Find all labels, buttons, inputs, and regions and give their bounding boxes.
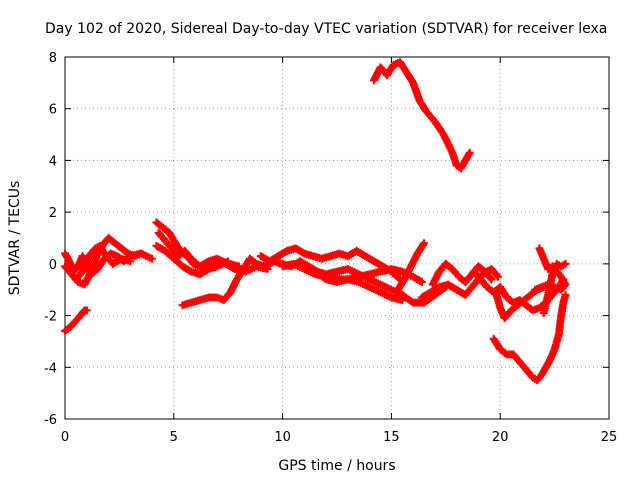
y-tick-label: 0	[49, 258, 57, 273]
series-markers	[428, 259, 496, 289]
y-tick-label: 4	[49, 154, 57, 169]
series-markers	[539, 259, 570, 318]
series-arc7	[152, 241, 233, 279]
series-arc15	[428, 259, 496, 289]
series-markers	[71, 241, 135, 284]
x-tick-label: 15	[383, 430, 400, 445]
x-tick-label: 25	[601, 430, 618, 445]
series-markers	[300, 264, 407, 305]
chart-title: Day 102 of 2020, Sidereal Day-to-day VTE…	[45, 21, 607, 37]
y-tick-label: -6	[44, 413, 57, 428]
series-markers	[60, 306, 91, 336]
series-arc12	[393, 239, 429, 294]
y-tick-label: -4	[44, 361, 57, 376]
series-arc20	[539, 259, 570, 318]
y-tick-label: 8	[49, 51, 57, 66]
x-tick-label: 20	[492, 430, 509, 445]
x-tick-label: 5	[170, 430, 178, 445]
series-markers	[489, 290, 570, 385]
y-axis-label: SDTVAR / TECUs	[7, 181, 23, 296]
series-arc4	[71, 241, 135, 284]
series-markers	[369, 58, 474, 173]
x-tick-label: 10	[274, 430, 291, 445]
plot-frame	[64, 56, 610, 420]
series-arc13	[369, 58, 474, 173]
series-arc11	[300, 264, 407, 305]
x-tick-label: 0	[61, 430, 69, 445]
y-tick-label: 6	[49, 103, 57, 118]
y-tick-label: -2	[44, 310, 57, 325]
series-arc1	[60, 306, 91, 336]
data-series	[60, 58, 570, 385]
y-tick-label: 2	[49, 206, 57, 221]
series-markers	[393, 239, 429, 294]
series-markers	[152, 241, 233, 279]
grid-lines	[65, 57, 609, 419]
axis-ticks: 0 5 10 15 20 25 -6 -4 -2 0 2 4 6 8	[44, 51, 617, 445]
series-arc18	[489, 290, 570, 385]
x-axis-label: GPS time / hours	[278, 458, 395, 474]
